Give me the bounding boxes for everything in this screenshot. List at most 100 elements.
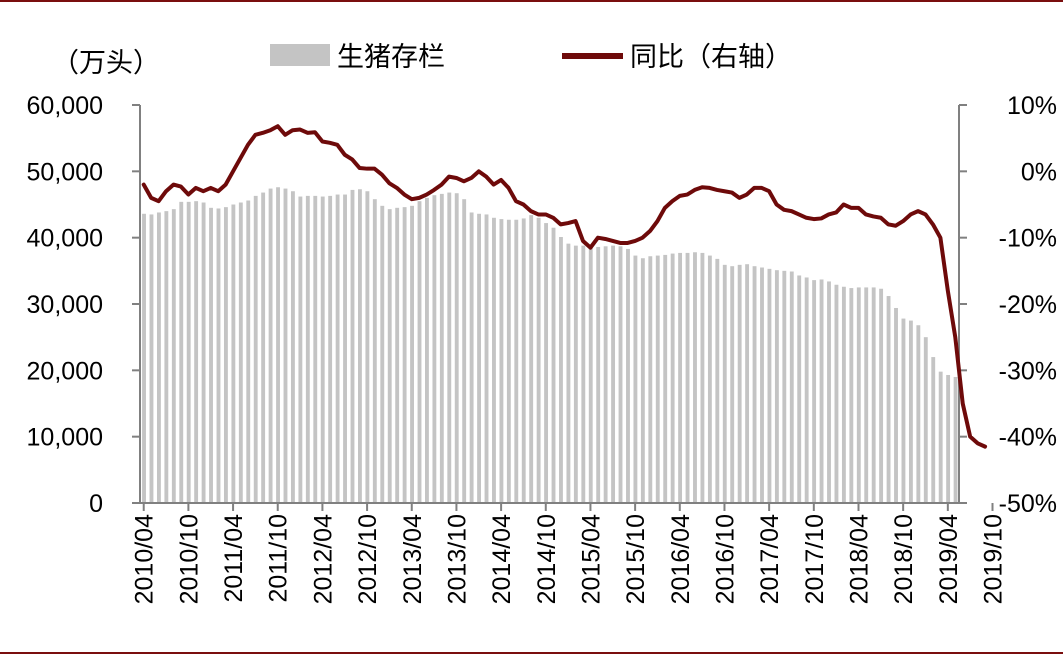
x-tick-label: 2019/04 (935, 514, 963, 604)
bar (223, 207, 228, 503)
bar (246, 200, 251, 503)
bar (864, 287, 869, 503)
x-tick-label: 2010/10 (175, 514, 203, 604)
bar (261, 192, 266, 503)
bar (335, 194, 340, 504)
bar (693, 252, 697, 503)
x-tick-label: 2019/10 (980, 514, 1008, 604)
bar (849, 288, 854, 503)
bar (894, 307, 898, 503)
bar (938, 371, 943, 503)
bar (916, 325, 921, 503)
left-tick-label: 60,000 (27, 92, 103, 120)
bar (142, 213, 146, 504)
bar (901, 318, 906, 503)
bar (469, 212, 474, 503)
bar (305, 195, 310, 503)
bar (685, 252, 690, 503)
right-tick-label: 0% (1021, 158, 1057, 186)
x-tick-label: 2017/04 (756, 514, 784, 604)
bar (633, 255, 638, 503)
bar (626, 248, 630, 503)
bar (238, 202, 243, 503)
x-tick-label: 2013/04 (399, 514, 427, 604)
x-tick-label: 2011/10 (265, 514, 293, 603)
bar (678, 252, 683, 503)
x-tick-label: 2015/04 (578, 514, 606, 604)
bar (700, 252, 705, 503)
bar (603, 246, 608, 504)
bar (618, 246, 623, 504)
bar (194, 201, 199, 503)
bar (529, 215, 534, 504)
bar (841, 286, 846, 503)
left-tick-label: 20,000 (27, 357, 103, 385)
right-tick-label: 10% (1007, 92, 1057, 120)
bar (521, 218, 526, 503)
bar (834, 284, 839, 503)
left-tick-label: 30,000 (27, 291, 103, 319)
bar (149, 214, 154, 503)
bar (171, 209, 176, 503)
right-tick-label: -20% (999, 291, 1057, 319)
bar (655, 255, 660, 503)
bar (313, 195, 318, 503)
bar (492, 217, 496, 503)
bar (298, 196, 303, 504)
bar (931, 357, 936, 503)
bar (253, 195, 258, 503)
right-tick-label: -30% (999, 357, 1057, 385)
bar (164, 211, 169, 503)
bar (499, 219, 504, 503)
bar (372, 199, 377, 503)
left-tick-label: 10,000 (27, 424, 103, 452)
bar (923, 337, 928, 503)
right-tick-label: -40% (999, 424, 1057, 452)
bar (640, 258, 645, 503)
bar (782, 270, 787, 503)
x-tick-label: 2018/04 (846, 514, 874, 604)
bar (417, 201, 422, 503)
bar (573, 245, 578, 503)
left-tick-label: 40,000 (27, 225, 103, 253)
bar (402, 207, 407, 503)
bar (789, 271, 794, 503)
bar (953, 376, 958, 503)
bar (760, 267, 764, 503)
bar (425, 197, 429, 503)
bar (819, 279, 824, 503)
right-tick-label: -10% (999, 225, 1057, 253)
bar (506, 219, 511, 503)
bar (268, 188, 273, 503)
x-tick-label: 2012/10 (354, 514, 382, 604)
x-tick-label: 2014/10 (533, 514, 561, 604)
bar (774, 270, 779, 503)
bar (886, 296, 891, 503)
bar (812, 280, 817, 503)
bar (432, 195, 437, 503)
bar (611, 245, 616, 503)
bar (596, 246, 601, 503)
legend-line-label: 同比（右轴） (630, 42, 792, 73)
bar (715, 258, 720, 503)
bar (462, 199, 467, 503)
bar (648, 256, 653, 503)
bar (663, 254, 668, 503)
bar (566, 243, 571, 503)
x-tick-label: 2012/04 (309, 514, 337, 604)
bar (216, 208, 221, 504)
bar (722, 264, 727, 503)
bar (387, 209, 392, 503)
bar (186, 201, 191, 503)
x-tick-label: 2014/04 (488, 514, 516, 604)
bar (804, 277, 809, 503)
bar (737, 264, 742, 503)
axes (132, 104, 994, 511)
bar (358, 189, 362, 504)
x-tick-label: 2015/10 (622, 514, 650, 604)
bar (544, 223, 549, 503)
bar (752, 266, 757, 503)
bar (283, 188, 288, 503)
bar (447, 192, 452, 503)
